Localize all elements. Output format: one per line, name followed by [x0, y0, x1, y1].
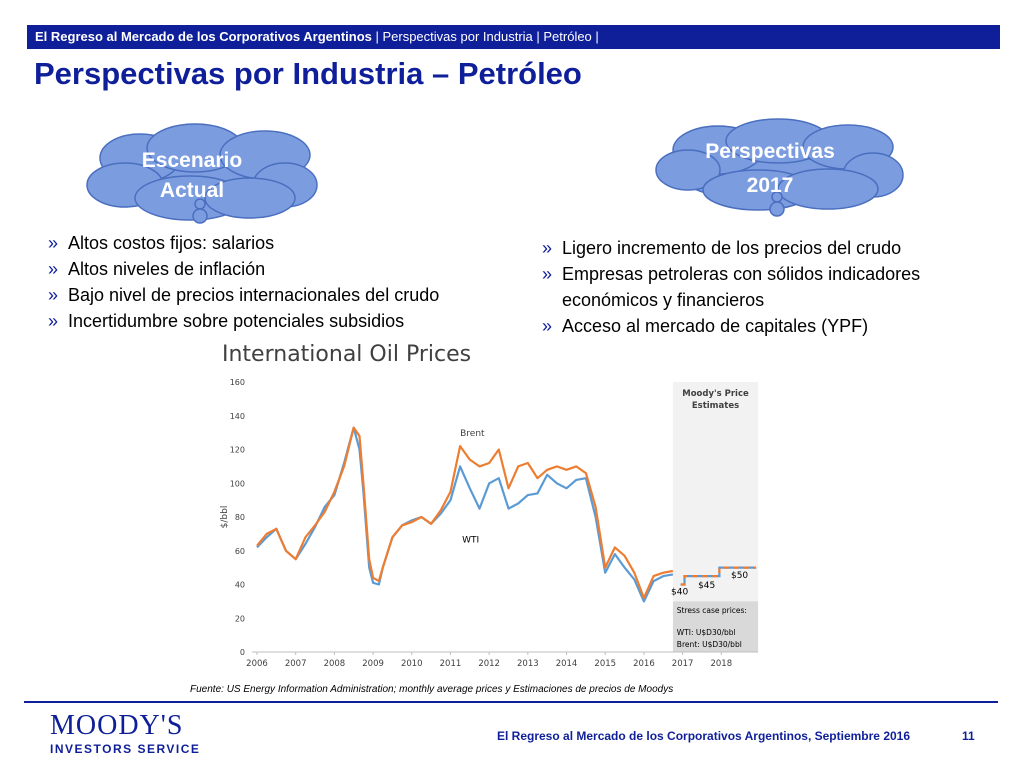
- x-tick-label: 2007: [285, 659, 307, 669]
- stress-case-brent: Brent: U$D30/bbl: [677, 640, 742, 649]
- footer-text: El Regreso al Mercado de los Corporativo…: [497, 729, 911, 743]
- cloud-label-left-line1: Escenario: [141, 149, 243, 172]
- bullet-item-line2: económicos y financieros: [562, 290, 765, 310]
- y-tick-label: 140: [230, 412, 245, 421]
- logo-wordmark: MOODY'S: [50, 710, 184, 741]
- bullet-item: Ligero incremento de los precios del cru…: [538, 235, 920, 261]
- x-tick-label: 2010: [401, 659, 423, 669]
- x-tick-label: 2017: [672, 659, 694, 669]
- bullet-item: Acceso al mercado de capitales (YPF): [538, 313, 920, 339]
- moodys-logo: MOODY'S INVESTORS SERVICE: [50, 710, 201, 757]
- page-title: Perspectivas por Industria – Petróleo: [34, 56, 582, 91]
- bullet-item-line1: Empresas petroleras con sólidos indicado…: [562, 264, 921, 284]
- y-tick-label: 0: [240, 648, 245, 657]
- header-bar-breadcrumb: | Perspectivas por Industria | Petróleo …: [371, 29, 599, 44]
- cloud-label-right: Perspectivas 2017: [700, 135, 840, 203]
- x-tick-label: 2014: [556, 659, 578, 669]
- cloud-label-right-line2: 2017: [746, 174, 794, 197]
- x-tick-label: 2016: [633, 659, 655, 669]
- price-label-40: $40: [671, 588, 688, 598]
- cloud-shape-left: [86, 123, 318, 224]
- oil-price-chart: 0 20 40 60 80 100 120 140 160 2006 2007 2008 2009 201…: [220, 378, 759, 669]
- y-tick-label: 100: [230, 479, 245, 488]
- cloud-shape-right: [655, 118, 904, 217]
- cloud-label-right-line1: Perspectivas: [705, 140, 835, 163]
- series-label-wti: WTI: [462, 535, 479, 545]
- bullet-list-right: Ligero incremento de los precios del cru…: [538, 235, 920, 339]
- x-tick-label: 2012: [478, 659, 500, 669]
- price-label-50: $50: [731, 571, 748, 581]
- y-tick-label: 160: [230, 378, 245, 387]
- bullet-item: Altos costos fijos: salarios: [44, 230, 439, 256]
- y-tick-label: 120: [230, 446, 245, 455]
- series-label-brent: Brent: [460, 429, 485, 439]
- y-tick-label: 20: [235, 614, 245, 623]
- source-note: Fuente: US Energy Information Administra…: [190, 684, 674, 695]
- chart-annotations: Brent WTI Moody's Price Estimates $40 $4…: [220, 389, 749, 649]
- bullet-item: Bajo nivel de precios internacionales de…: [44, 282, 439, 308]
- bullet-item: Incertidumbre sobre potenciales subsidio…: [44, 308, 439, 334]
- chart-title: International Oil Prices: [222, 342, 472, 367]
- header-bar: El Regreso al Mercado de los Corporativo…: [27, 25, 1000, 49]
- y-axis-label: $/bbl: [220, 506, 230, 529]
- cloud-label-left-line2: Actual: [159, 179, 225, 202]
- stress-case-wti: WTI: U$D30/bbl: [677, 628, 736, 637]
- y-tick-label: 60: [235, 547, 245, 556]
- x-tick-label: 2015: [594, 659, 616, 669]
- stress-case-box: [672, 601, 759, 652]
- forecast-line-dashed: [680, 566, 757, 586]
- footer-divider: [24, 701, 998, 703]
- bullet-item: Altos niveles de inflación: [44, 256, 439, 282]
- estimates-title-line1: Moody's Price: [682, 389, 749, 399]
- bullet-list-left: Altos costos fijos: salarios Altos nivel…: [44, 230, 439, 334]
- price-label-45: $45: [698, 581, 715, 591]
- stress-case-title: Stress case prices:: [677, 606, 747, 615]
- x-tick-label: 2018: [710, 659, 732, 669]
- y-tick-label: 80: [235, 513, 245, 522]
- x-tick-label: 2008: [324, 659, 346, 669]
- x-tick-label: 2006: [246, 659, 268, 669]
- logo-subtitle: INVESTORS SERVICE: [50, 742, 201, 756]
- estimates-title-line2: Estimates: [692, 401, 739, 411]
- x-tick-label: 2011: [440, 659, 462, 669]
- cloud-label-left: Escenario Actual: [122, 146, 262, 206]
- x-tick-label: 2013: [517, 659, 539, 669]
- estimates-band: [672, 382, 759, 603]
- header-bar-bold: El Regreso al Mercado de los Corporativo…: [35, 29, 372, 44]
- x-tick-label: 2009: [362, 659, 384, 669]
- chart-axes: 0 20 40 60 80 100 120 140 160 2006 2007 2008 2009 201…: [230, 378, 759, 669]
- chart-series: [256, 426, 757, 603]
- page-number: 11: [962, 729, 975, 743]
- y-tick-label: 40: [235, 581, 245, 590]
- series-line-brent: [256, 426, 674, 600]
- bullet-item: Empresas petroleras con sólidos indicado…: [538, 261, 920, 313]
